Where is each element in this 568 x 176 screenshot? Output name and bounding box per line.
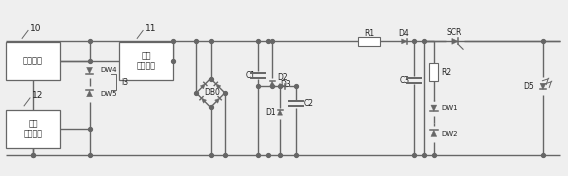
Polygon shape — [216, 84, 221, 89]
Text: D2: D2 — [278, 73, 289, 82]
Bar — [119, 42, 173, 80]
Polygon shape — [279, 84, 285, 89]
Text: C3: C3 — [400, 76, 410, 84]
Bar — [6, 42, 60, 80]
Text: DW4: DW4 — [101, 67, 117, 73]
Polygon shape — [201, 84, 206, 89]
Text: 11: 11 — [145, 24, 157, 33]
Text: D1: D1 — [265, 108, 275, 117]
Text: DW5: DW5 — [101, 91, 117, 97]
Text: D4: D4 — [399, 29, 410, 38]
Text: DB0: DB0 — [204, 89, 220, 98]
Text: SCR: SCR — [447, 28, 462, 37]
Text: C1: C1 — [245, 71, 255, 80]
Text: 感应电极: 感应电极 — [23, 129, 43, 138]
Bar — [6, 110, 60, 147]
Polygon shape — [278, 110, 282, 115]
Polygon shape — [431, 130, 437, 136]
Text: D5: D5 — [523, 81, 534, 90]
Bar — [358, 37, 380, 46]
Text: D3: D3 — [280, 80, 291, 89]
Text: R2: R2 — [442, 68, 452, 77]
Text: I3: I3 — [122, 78, 128, 87]
Bar — [429, 63, 438, 81]
Text: 第一: 第一 — [141, 52, 151, 61]
Text: DW2: DW2 — [442, 131, 458, 137]
Polygon shape — [402, 39, 407, 44]
Polygon shape — [452, 38, 458, 44]
Polygon shape — [87, 90, 93, 97]
Text: 第二: 第二 — [28, 119, 37, 128]
Text: 高压设备: 高压设备 — [23, 57, 43, 66]
Text: 10: 10 — [30, 24, 41, 33]
Text: DW1: DW1 — [442, 105, 458, 111]
Polygon shape — [215, 98, 220, 103]
Polygon shape — [270, 81, 274, 86]
Polygon shape — [540, 83, 546, 89]
Text: 12: 12 — [32, 92, 44, 100]
Polygon shape — [87, 67, 93, 74]
Text: 感应电极: 感应电极 — [136, 62, 156, 71]
Text: R1: R1 — [364, 29, 374, 38]
Polygon shape — [202, 98, 207, 103]
Text: C2: C2 — [304, 99, 314, 108]
Polygon shape — [431, 105, 437, 111]
